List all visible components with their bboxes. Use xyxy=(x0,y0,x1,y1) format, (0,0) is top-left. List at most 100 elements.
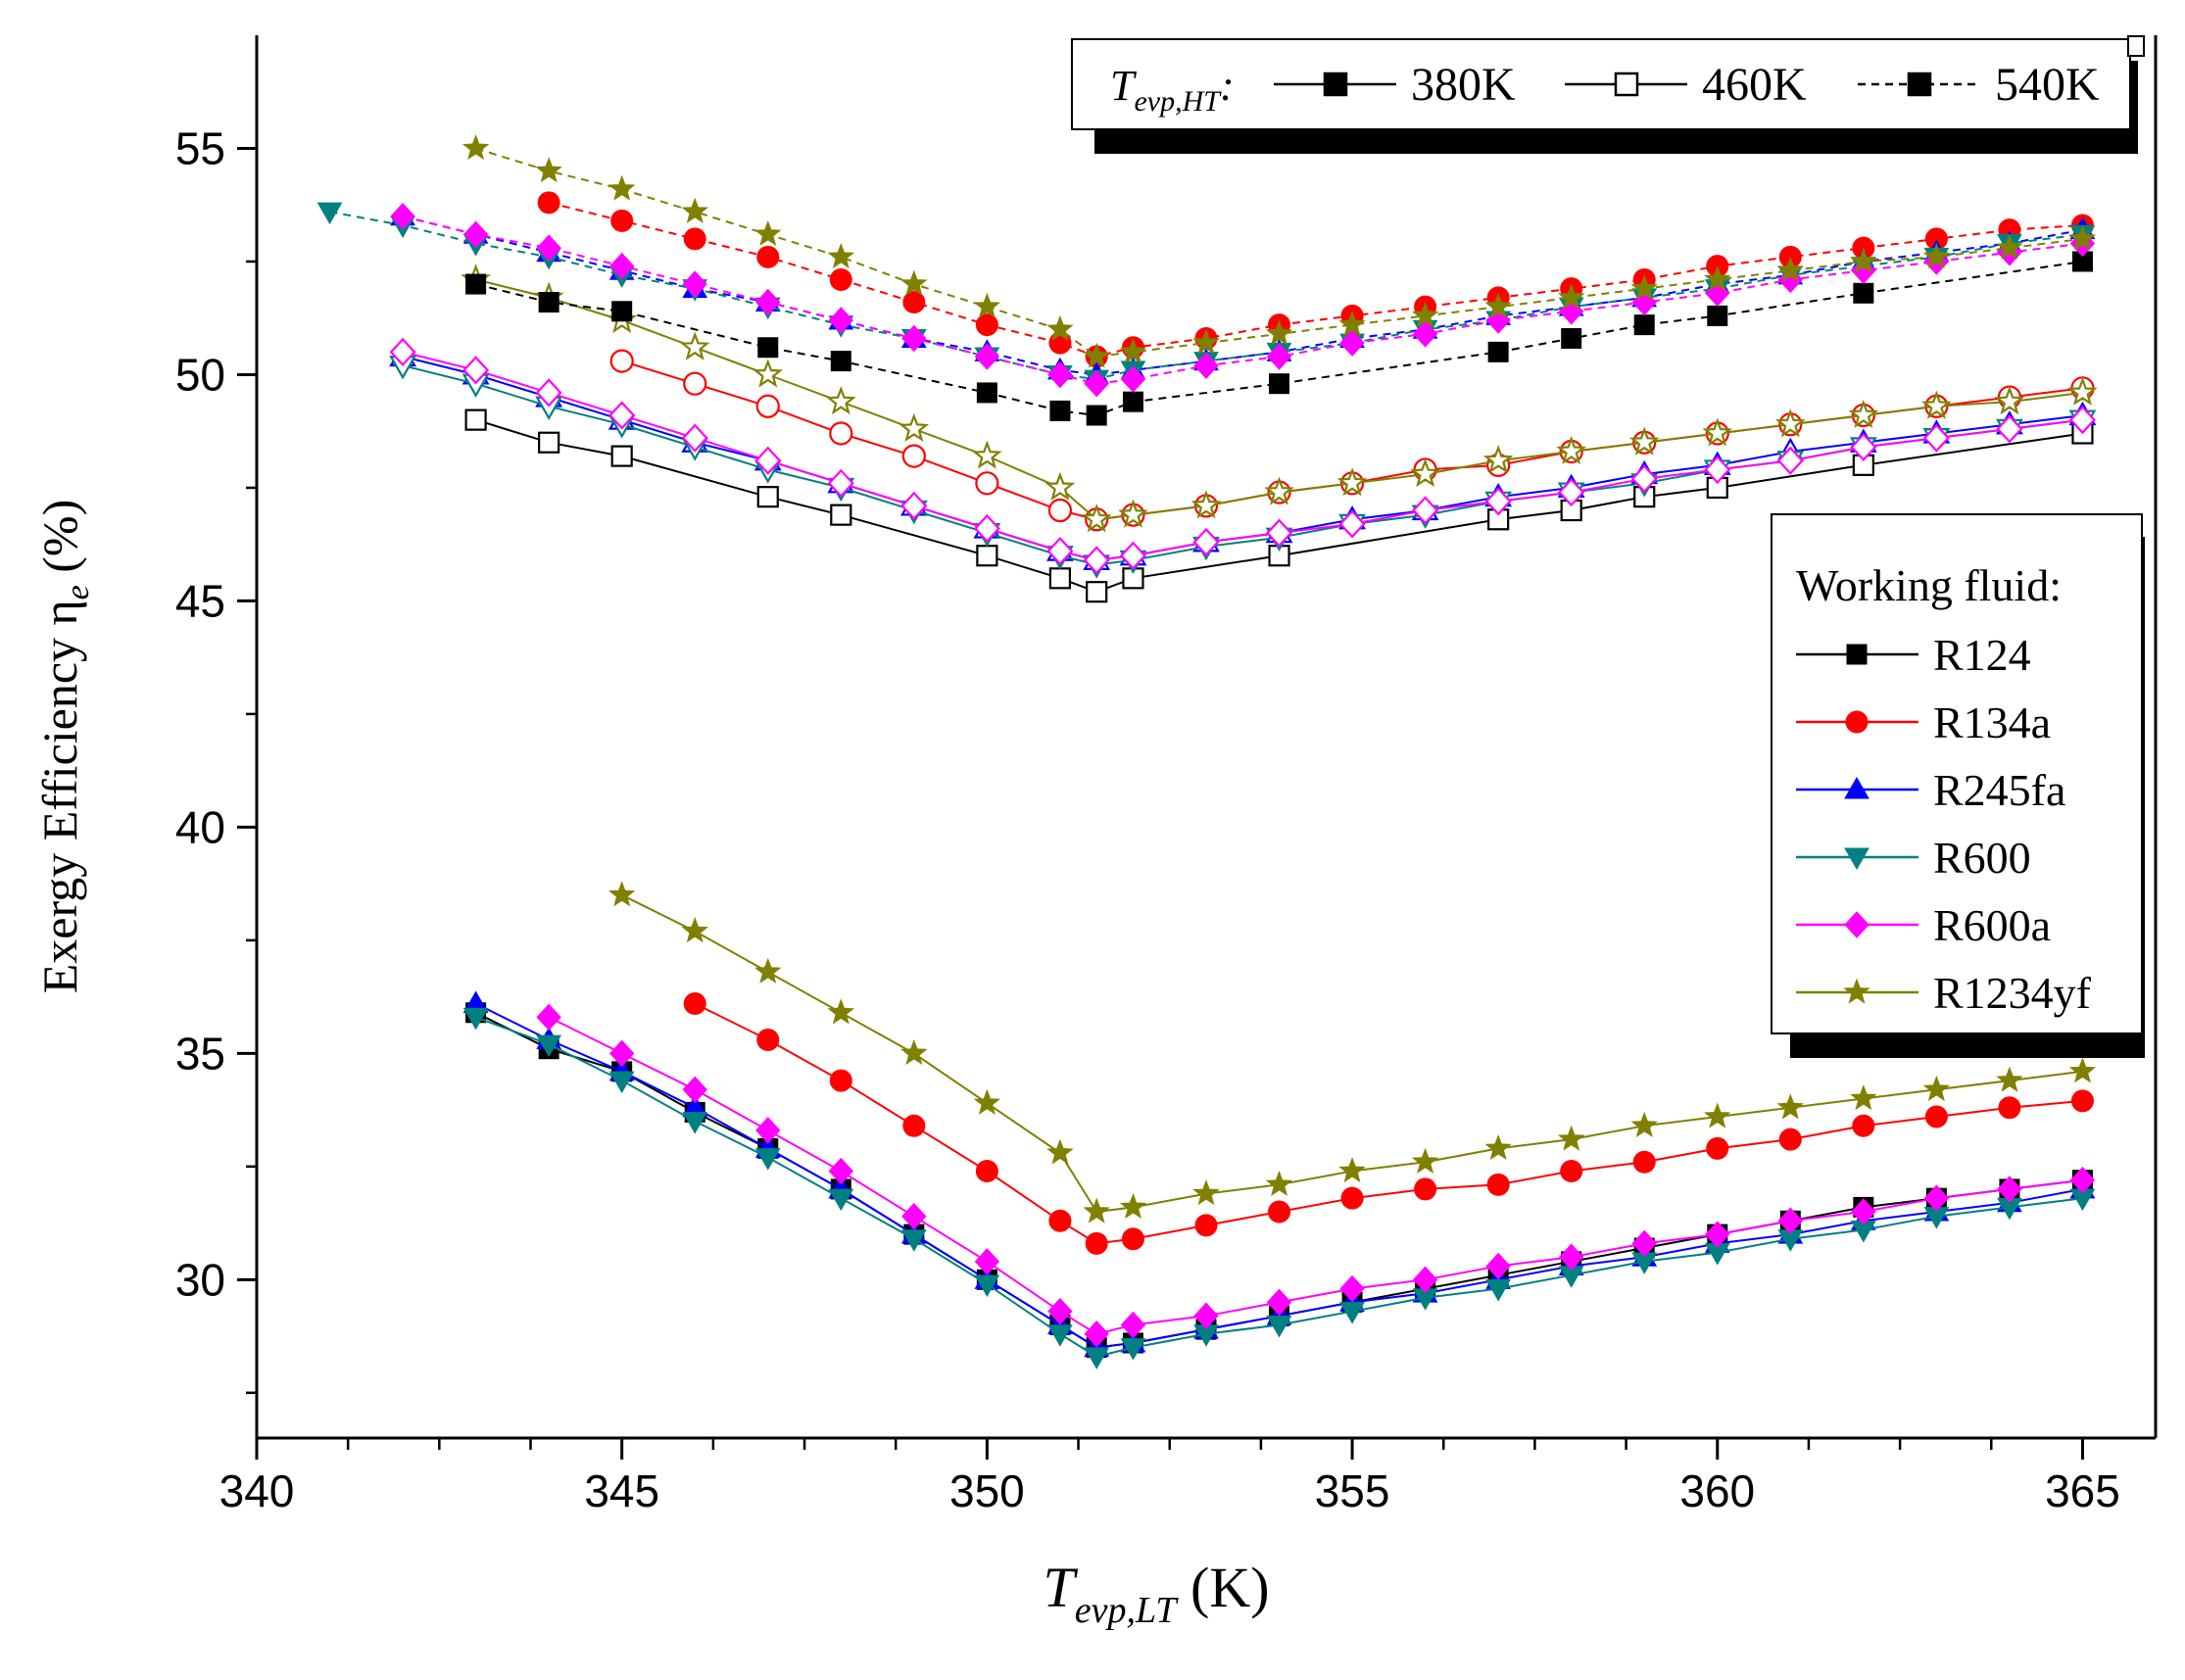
data-point xyxy=(1048,1209,1072,1232)
temperature-legend-title-sub: evp,HT xyxy=(1134,85,1222,118)
data-point xyxy=(754,219,782,246)
data-point xyxy=(1414,1177,1437,1201)
data-point xyxy=(1046,314,1074,341)
data-point xyxy=(682,1076,707,1104)
data-point xyxy=(1848,399,1879,429)
data-point xyxy=(1084,369,1109,398)
y-axis-title-unit: (%) xyxy=(32,500,87,585)
data-point xyxy=(1411,1147,1439,1174)
data-point xyxy=(1084,1347,1110,1369)
temperature-legend-title-main: T xyxy=(1110,62,1138,110)
data-point xyxy=(536,234,561,262)
data-point xyxy=(1482,445,1514,474)
data-point xyxy=(755,394,780,418)
data-point xyxy=(608,1071,635,1094)
data-point xyxy=(538,292,559,313)
fluid-legend-label: R124 xyxy=(1933,630,2031,680)
data-point xyxy=(679,331,710,360)
data-point xyxy=(974,1274,1000,1297)
data-point xyxy=(537,191,560,215)
data-point xyxy=(830,504,852,526)
data-point xyxy=(1119,541,1146,570)
data-point xyxy=(683,227,706,251)
data-point xyxy=(1086,581,1108,603)
data-point xyxy=(1338,509,1366,539)
legend-marker xyxy=(1844,847,1869,871)
series-r1234yf-380k xyxy=(607,881,2097,1224)
data-point xyxy=(1557,1125,1585,1151)
data-point xyxy=(975,313,998,337)
data-point xyxy=(1119,337,1147,364)
data-point xyxy=(1047,1297,1073,1325)
data-point xyxy=(828,1157,853,1185)
fluid-legend-label: R1234yf xyxy=(1933,968,2092,1018)
data-point xyxy=(1994,386,2025,415)
data-point xyxy=(1086,405,1107,426)
data-point xyxy=(1557,283,1585,310)
data-point xyxy=(1410,457,1440,488)
data-point xyxy=(611,301,633,322)
series-line xyxy=(475,418,2083,594)
data-point xyxy=(1339,329,1365,357)
data-point xyxy=(683,371,707,396)
data-point xyxy=(1081,504,1112,533)
data-point xyxy=(1119,1192,1147,1220)
data-point xyxy=(681,917,708,943)
data-point xyxy=(1338,311,1366,337)
legend-square-marker xyxy=(1323,72,1348,97)
data-point xyxy=(972,440,1002,469)
data-point xyxy=(2068,1057,2097,1083)
data-point xyxy=(681,197,708,223)
series-r124-540k xyxy=(465,251,2093,426)
data-point xyxy=(607,174,636,201)
series-line xyxy=(621,893,2083,1214)
data-point xyxy=(1121,1227,1144,1251)
data-point xyxy=(1630,274,1658,301)
data-point xyxy=(1631,1229,1657,1258)
data-point xyxy=(825,386,856,415)
data-point xyxy=(1336,467,1368,497)
data-point xyxy=(1484,487,1512,516)
data-point xyxy=(756,1028,780,1051)
series-line xyxy=(548,1016,2083,1335)
data-point xyxy=(901,1202,927,1230)
data-point xyxy=(1852,1114,1875,1137)
data-point xyxy=(1560,1159,1583,1182)
data-point xyxy=(902,1114,926,1137)
axes: 30 35 40 45 50 55 340 345 350 355 360 365 xyxy=(175,35,2158,1516)
fluid-legend-label: R245fa xyxy=(1933,765,2065,815)
data-point xyxy=(1264,476,1294,505)
data-point xyxy=(609,252,635,280)
data-point xyxy=(900,269,928,296)
data-point xyxy=(609,1039,635,1068)
data-point xyxy=(1851,1198,1876,1225)
temperature-legend-title: Tevp,HT: xyxy=(1110,62,1235,118)
series-line xyxy=(329,211,2083,381)
data-point xyxy=(1924,1105,1948,1128)
data-point xyxy=(610,209,634,232)
data-point xyxy=(1194,1214,1218,1237)
fluid-legend-item: R245fa xyxy=(1796,765,2065,815)
data-point xyxy=(1923,1184,1950,1212)
data-point xyxy=(2069,1166,2096,1194)
data-point xyxy=(1630,1111,1658,1137)
data-point xyxy=(974,1248,1000,1275)
series-r600a-460k xyxy=(389,337,2096,575)
temperature-legend-corner xyxy=(2127,35,2145,57)
series-line xyxy=(475,261,2083,417)
data-point xyxy=(898,412,930,442)
data-point xyxy=(901,324,927,353)
series-r600a-540k xyxy=(390,203,2096,398)
data-point xyxy=(975,471,999,496)
data-point xyxy=(900,491,928,521)
x-tick-label: 355 xyxy=(1315,1465,1390,1516)
data-point xyxy=(1084,1320,1109,1348)
x-axis-title-sub: evp,LT xyxy=(1075,1590,1180,1631)
fluid-legend-item: R134a xyxy=(1796,697,2051,747)
series-line xyxy=(402,215,2083,385)
data-point xyxy=(1192,1179,1220,1206)
data-point xyxy=(973,1088,1001,1115)
data-point xyxy=(1628,426,1660,456)
data-point xyxy=(1702,417,1733,447)
data-point xyxy=(1777,1207,1803,1235)
